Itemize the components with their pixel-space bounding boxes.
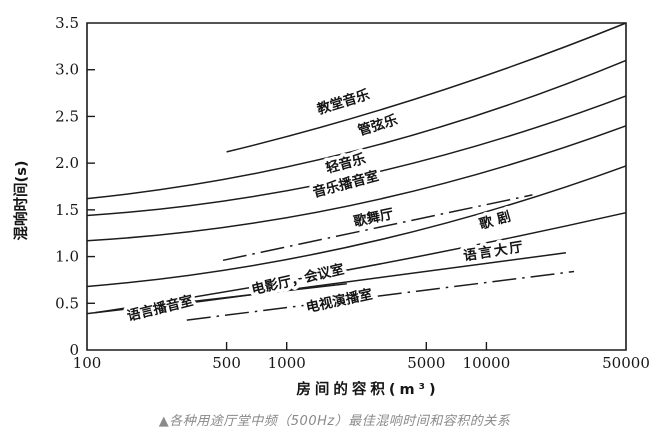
x-tick-label: 10000 xyxy=(463,354,511,372)
curve-speech-hall xyxy=(95,211,627,314)
curve-opera xyxy=(86,165,627,288)
reverberation-time-vs-volume-chart: 0 0.5 1.0 1.5 2.0 2.5 3.0 3.5 100 500 1000 5000 1000… xyxy=(12,14,650,398)
curve-label-opera: 歌剧 xyxy=(477,206,517,233)
chart-area: 0 0.5 1.0 1.5 2.0 2.5 3.0 3.5 100 500 1000 5000 1000… xyxy=(12,14,650,398)
x-axis-title: 房间的容积(m³) xyxy=(296,380,439,398)
curve-label-cinema-conference-room: 电影厅，会议室 xyxy=(250,260,346,298)
y-tick-label: 3.0 xyxy=(55,61,79,79)
figure-caption: ▲各种用途厅堂中频（500Hz）最佳混响时间和容积的关系 xyxy=(0,410,669,429)
x-tick-label: 50000 xyxy=(602,354,650,372)
x-tick-label: 5000 xyxy=(407,354,445,372)
curve-dance-hall xyxy=(222,194,533,262)
y-tick-label: 2.5 xyxy=(55,107,79,125)
y-tick-label: 1.0 xyxy=(55,248,79,266)
caption-marker: ▲ xyxy=(158,414,170,429)
curve-label-tv-studio: 电视演播室 xyxy=(304,285,374,316)
curve-label-speech-broadcast-studio: 语言播音室 xyxy=(125,292,195,325)
curve-orchestra xyxy=(86,59,627,200)
curve-tv-studio xyxy=(186,270,575,321)
caption-text: 各种用途厅堂中频（500Hz）最佳混响时间和容积的关系 xyxy=(169,414,511,429)
y-tick-label: 1.5 xyxy=(55,201,79,219)
y-tick-label: 0 xyxy=(69,341,79,359)
y-tick-label: 3.5 xyxy=(55,14,79,32)
y-tick-label: 2.0 xyxy=(55,154,79,172)
curve-church-music xyxy=(226,22,627,153)
curve-light-music xyxy=(86,95,627,217)
curve-speech-broadcast-studio xyxy=(86,282,347,315)
x-tick-label: 100 xyxy=(73,354,102,372)
y-axis-title: 混响时间(s) xyxy=(12,161,30,241)
y-tick-label: 0.5 xyxy=(55,294,79,312)
curve-label-church-music: 教堂音乐 xyxy=(315,86,372,118)
curve-music-broadcast-studio xyxy=(86,125,627,242)
x-tick-label: 1000 xyxy=(268,354,306,372)
plot-frame xyxy=(86,22,627,351)
curve-label-dance-hall: 歌舞厅 xyxy=(352,205,396,230)
x-tick-label: 500 xyxy=(212,354,241,372)
